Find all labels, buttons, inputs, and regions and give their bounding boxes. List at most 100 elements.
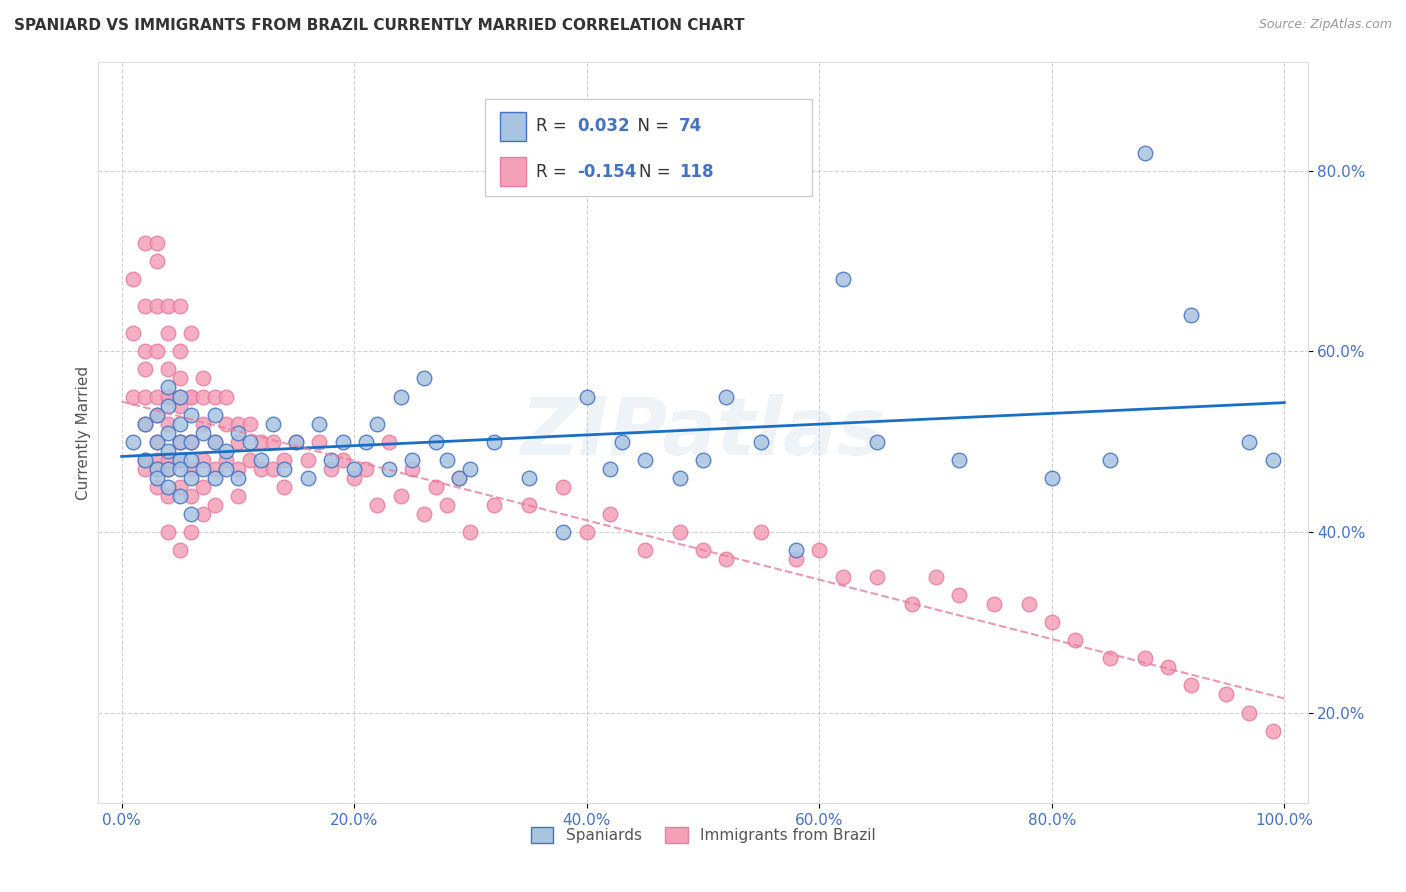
Point	[1098, 452, 1121, 467]
Point	[145, 254, 167, 268]
Point	[482, 434, 505, 449]
Point	[169, 434, 191, 449]
Point	[145, 434, 167, 449]
Point	[226, 417, 249, 431]
Point	[354, 461, 377, 475]
Point	[436, 452, 458, 467]
Point	[145, 390, 167, 404]
Text: Source: ZipAtlas.com: Source: ZipAtlas.com	[1258, 18, 1392, 31]
Point	[425, 434, 447, 449]
Point	[297, 471, 319, 485]
Point	[285, 434, 308, 449]
Point	[180, 434, 202, 449]
Point	[319, 452, 342, 467]
Point	[157, 425, 180, 440]
Point	[273, 480, 295, 494]
Point	[297, 452, 319, 467]
Point	[948, 588, 970, 602]
Point	[204, 471, 226, 485]
Point	[425, 480, 447, 494]
Point	[983, 597, 1005, 611]
Point	[1040, 471, 1063, 485]
Point	[692, 452, 714, 467]
Point	[447, 471, 470, 485]
Point	[180, 408, 202, 422]
Point	[1040, 615, 1063, 630]
Point	[157, 480, 180, 494]
Legend: Spaniards, Immigrants from Brazil: Spaniards, Immigrants from Brazil	[523, 820, 883, 851]
Point	[169, 543, 191, 558]
Point	[157, 417, 180, 431]
Point	[436, 498, 458, 512]
Point	[599, 461, 621, 475]
Point	[215, 390, 238, 404]
Point	[191, 452, 214, 467]
Point	[169, 417, 191, 431]
Point	[134, 452, 156, 467]
Point	[169, 480, 191, 494]
Point	[134, 417, 156, 431]
Point	[239, 434, 262, 449]
Point	[354, 434, 377, 449]
Point	[157, 362, 180, 376]
Point	[180, 461, 202, 475]
Point	[169, 452, 191, 467]
Point	[191, 417, 214, 431]
Point	[262, 417, 284, 431]
Point	[239, 452, 262, 467]
Point	[180, 434, 202, 449]
Point	[460, 461, 482, 475]
Point	[785, 552, 807, 566]
Point	[1215, 688, 1237, 702]
Point	[250, 452, 273, 467]
Point	[180, 390, 202, 404]
Text: SPANIARD VS IMMIGRANTS FROM BRAZIL CURRENTLY MARRIED CORRELATION CHART: SPANIARD VS IMMIGRANTS FROM BRAZIL CURRE…	[14, 18, 745, 33]
Point	[1261, 723, 1284, 738]
Point	[343, 461, 366, 475]
Point	[239, 417, 262, 431]
Point	[1064, 633, 1087, 648]
Point	[191, 425, 214, 440]
Point	[122, 272, 145, 286]
Point	[447, 471, 470, 485]
Point	[134, 452, 156, 467]
Point	[145, 235, 167, 250]
Point	[226, 489, 249, 503]
Text: 74: 74	[679, 118, 702, 136]
Point	[169, 390, 191, 404]
Point	[553, 480, 575, 494]
Point	[378, 434, 401, 449]
Point	[553, 524, 575, 539]
Text: N =: N =	[638, 162, 676, 181]
Point	[785, 543, 807, 558]
Text: -0.154: -0.154	[578, 162, 637, 181]
Point	[157, 326, 180, 341]
Point	[134, 362, 156, 376]
Point	[134, 344, 156, 359]
Point	[366, 498, 388, 512]
Point	[157, 443, 180, 458]
Point	[180, 452, 202, 467]
Text: 0.032: 0.032	[578, 118, 630, 136]
Point	[716, 390, 738, 404]
Point	[343, 471, 366, 485]
Point	[226, 461, 249, 475]
Point	[215, 461, 238, 475]
Point	[482, 498, 505, 512]
Point	[169, 371, 191, 385]
Point	[157, 461, 180, 475]
Point	[169, 434, 191, 449]
Point	[308, 417, 330, 431]
Text: R =: R =	[536, 118, 572, 136]
Point	[145, 344, 167, 359]
Point	[692, 543, 714, 558]
Point	[180, 326, 202, 341]
Point	[134, 235, 156, 250]
Point	[575, 524, 598, 539]
FancyBboxPatch shape	[501, 157, 526, 186]
Point	[145, 299, 167, 313]
Point	[226, 471, 249, 485]
Point	[517, 498, 540, 512]
Point	[250, 434, 273, 449]
Point	[180, 524, 202, 539]
